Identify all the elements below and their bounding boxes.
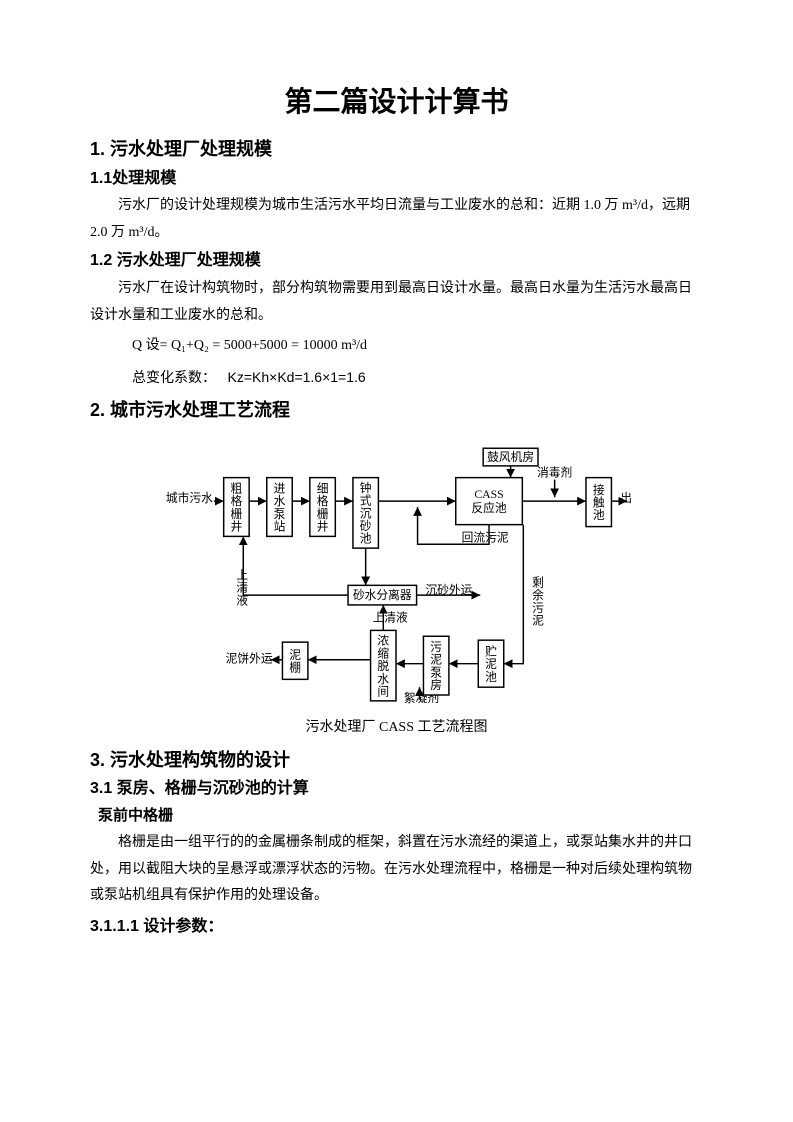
svg-text:水: 水 — [377, 673, 389, 686]
svg-text:房: 房 — [430, 679, 442, 692]
svg-text:CASS: CASS — [474, 488, 503, 501]
svg-text:出水: 出水 — [620, 491, 632, 505]
formula-q: Q 设= Q₁+Q₂ = 5000+5000 = 10000 m³/d — [132, 333, 703, 360]
svg-text:上: 上 — [236, 569, 248, 582]
svg-text:鼓风机房: 鼓风机房 — [487, 450, 534, 464]
section-1-1-para: 污水厂的设计处理规模为城市生活污水平均日流量与工业废水的总和：近期 1.0 万 … — [90, 193, 703, 246]
svg-text:式: 式 — [359, 495, 371, 508]
svg-text:站: 站 — [273, 520, 285, 534]
svg-text:沉: 沉 — [359, 507, 371, 520]
svg-text:砂水分离器: 砂水分离器 — [352, 588, 411, 602]
section-1-2-heading: 1.2 污水处理厂处理规模 — [90, 248, 703, 274]
section-3-1-1-1: 3.1.1.1 设计参数： — [90, 914, 703, 940]
section-1-2-para: 污水厂在设计构筑物时，部分构筑物需要用到最高日设计水量。最高日水量为生活污水最高… — [90, 276, 703, 329]
svg-text:污: 污 — [532, 602, 544, 615]
svg-text:井: 井 — [316, 520, 328, 534]
svg-text:消毒剂: 消毒剂 — [537, 466, 572, 480]
section-3-1-para: 格栅是由一组平行的的金属栅条制成的框架，斜置在污水流经的渠道上，或泵站集水井的井… — [90, 830, 703, 910]
svg-text:反应池: 反应池 — [471, 501, 506, 515]
svg-text:格: 格 — [316, 494, 328, 508]
process-flowchart: 鼓风机房城市污水粗格栅井进水泵站细格栅井钟式沉砂池CASS反应池消毒剂接触池出水… — [90, 443, 703, 713]
page-title: 第二篇设计计算书 — [90, 80, 703, 125]
svg-text:砂: 砂 — [359, 520, 371, 533]
svg-text:水: 水 — [273, 495, 285, 508]
svg-text:接: 接 — [592, 484, 604, 497]
svg-text:泥: 泥 — [430, 654, 442, 667]
svg-text:液: 液 — [236, 594, 248, 608]
svg-text:清: 清 — [236, 582, 248, 595]
svg-text:泥: 泥 — [485, 658, 497, 671]
svg-text:格: 格 — [230, 494, 242, 508]
svg-text:触: 触 — [592, 496, 604, 510]
svg-text:棚: 棚 — [289, 661, 301, 675]
svg-text:沉砂外运: 沉砂外运 — [425, 584, 472, 597]
svg-text:泥饼外运: 泥饼外运 — [225, 652, 272, 666]
formula-k-label: 总变化系数： — [132, 371, 216, 386]
svg-text:钟: 钟 — [359, 481, 371, 495]
svg-text:栅: 栅 — [230, 507, 242, 521]
svg-text:剩: 剩 — [532, 576, 544, 589]
svg-text:缩: 缩 — [377, 646, 389, 660]
svg-text:贮: 贮 — [485, 644, 497, 658]
svg-text:细: 细 — [316, 482, 328, 495]
section-1-heading: 1. 污水处理厂处理规模 — [90, 135, 703, 164]
section-1-1-heading: 1.1处理规模 — [90, 166, 703, 192]
section-2-heading: 2. 城市污水处理工艺流程 — [90, 396, 703, 425]
svg-text:间: 间 — [377, 686, 389, 699]
svg-text:回流污泥: 回流污泥 — [461, 530, 508, 544]
flowchart-svg: 鼓风机房城市污水粗格栅井进水泵站细格栅井钟式沉砂池CASS反应池消毒剂接触池出水… — [162, 443, 632, 713]
section-3-1-sub: 泵前中格栅 — [98, 804, 703, 828]
formula-k-expr: Kz=Kh×Kd=1.6×1=1.6 — [228, 369, 366, 385]
svg-text:上清液: 上清液 — [372, 611, 407, 625]
svg-text:泵: 泵 — [273, 508, 285, 521]
flowchart-caption: 污水处理厂 CASS 工艺流程图 — [90, 717, 703, 739]
svg-text:池: 池 — [592, 509, 604, 522]
formula-k: 总变化系数： Kz=Kh×Kd=1.6×1=1.6 — [132, 364, 703, 393]
svg-text:浓: 浓 — [377, 635, 389, 648]
svg-text:泥: 泥 — [289, 649, 301, 662]
svg-text:粗: 粗 — [230, 482, 242, 495]
svg-text:泥: 泥 — [532, 615, 544, 628]
svg-text:脱: 脱 — [377, 659, 389, 673]
svg-text:余: 余 — [532, 588, 544, 602]
svg-text:栅: 栅 — [316, 507, 328, 521]
section-3-1-heading: 3.1 泵房、格栅与沉砂池的计算 — [90, 776, 703, 802]
svg-text:池: 池 — [485, 671, 497, 684]
section-3-heading: 3. 污水处理构筑物的设计 — [90, 746, 703, 775]
svg-text:井: 井 — [230, 520, 242, 534]
svg-text:池: 池 — [359, 533, 371, 546]
svg-text:城市污水: 城市污水 — [165, 491, 212, 505]
svg-text:污: 污 — [430, 641, 442, 654]
svg-text:泵: 泵 — [430, 667, 442, 680]
svg-text:进: 进 — [273, 482, 285, 495]
